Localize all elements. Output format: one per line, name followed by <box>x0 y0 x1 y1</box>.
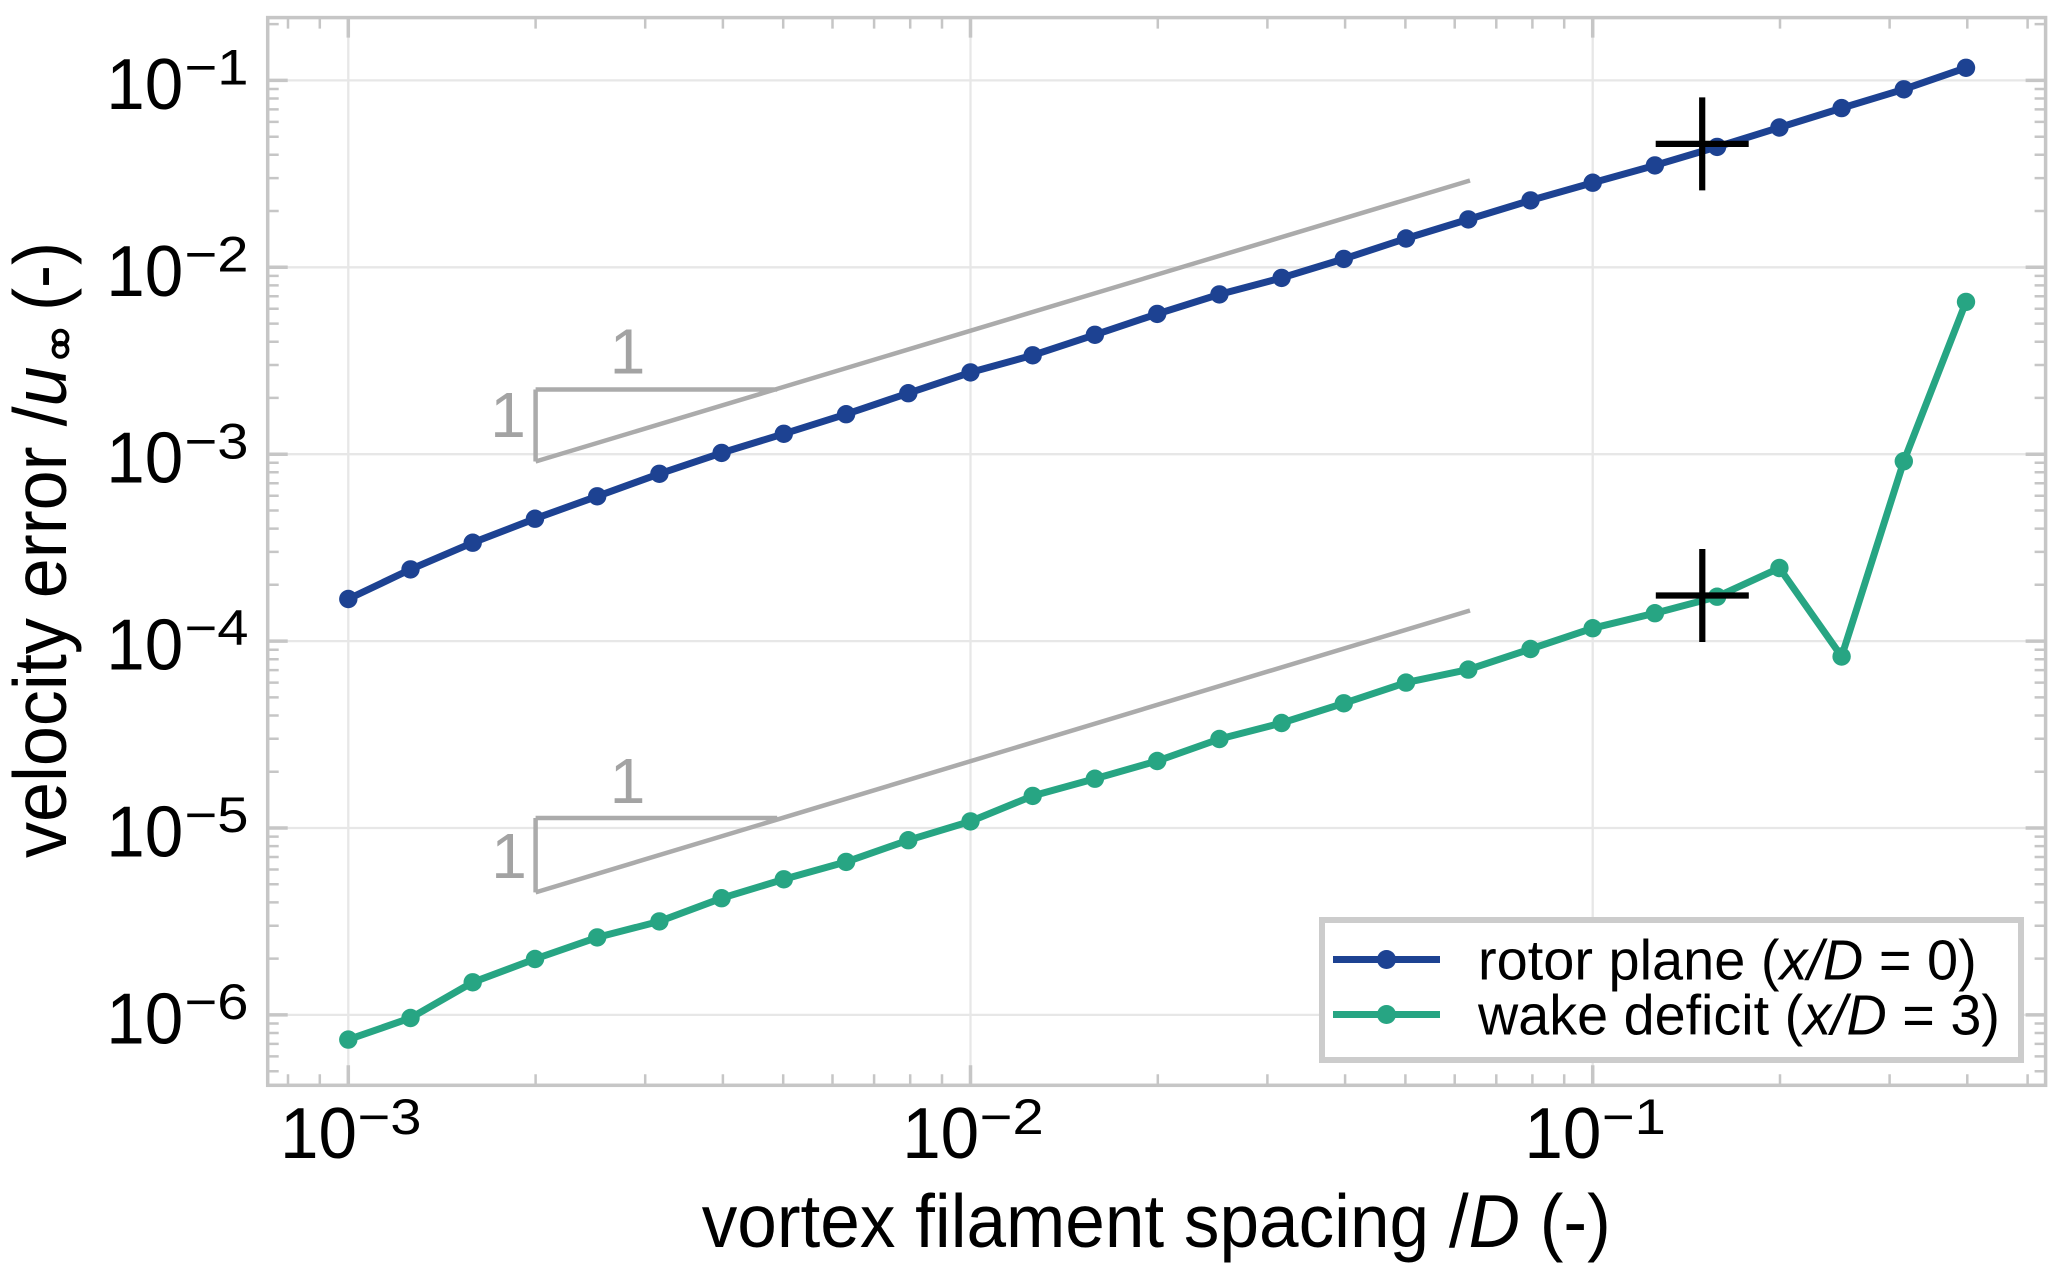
svg-text:rotor plane (x/D = 0): rotor plane (x/D = 0) <box>1478 928 1977 992</box>
svg-text:−1: −1 <box>185 40 249 96</box>
svg-text:10: 10 <box>1524 1094 1601 1174</box>
svg-text:10: 10 <box>902 1094 979 1174</box>
svg-text:−1: −1 <box>1602 1089 1666 1145</box>
svg-text:10: 10 <box>106 419 183 499</box>
svg-text:10: 10 <box>106 793 183 873</box>
svg-text:10: 10 <box>106 45 183 125</box>
svg-text:1: 1 <box>610 745 646 817</box>
svg-text:10: 10 <box>280 1094 357 1174</box>
svg-text:velocity error /u: velocity error /u <box>0 366 82 858</box>
svg-text:wake deficit (x/D = 3): wake deficit (x/D = 3) <box>1477 983 2000 1047</box>
svg-text:−5: −5 <box>185 787 249 843</box>
svg-text:10: 10 <box>106 232 183 312</box>
svg-text:(-): (-) <box>0 242 83 311</box>
svg-text:−4: −4 <box>185 600 249 656</box>
svg-text:1: 1 <box>491 820 527 892</box>
svg-text:−3: −3 <box>185 413 249 469</box>
svg-text:vortex filament spacing /D (-): vortex filament spacing /D (-) <box>702 1180 1611 1263</box>
svg-text:−2: −2 <box>185 226 249 282</box>
svg-text:−3: −3 <box>358 1089 422 1145</box>
svg-text:−2: −2 <box>980 1089 1044 1145</box>
svg-text:1: 1 <box>610 316 646 388</box>
svg-text:−6: −6 <box>185 974 249 1030</box>
svg-text:1: 1 <box>490 379 526 451</box>
svg-text:10: 10 <box>106 979 183 1059</box>
svg-text:10: 10 <box>106 606 183 686</box>
